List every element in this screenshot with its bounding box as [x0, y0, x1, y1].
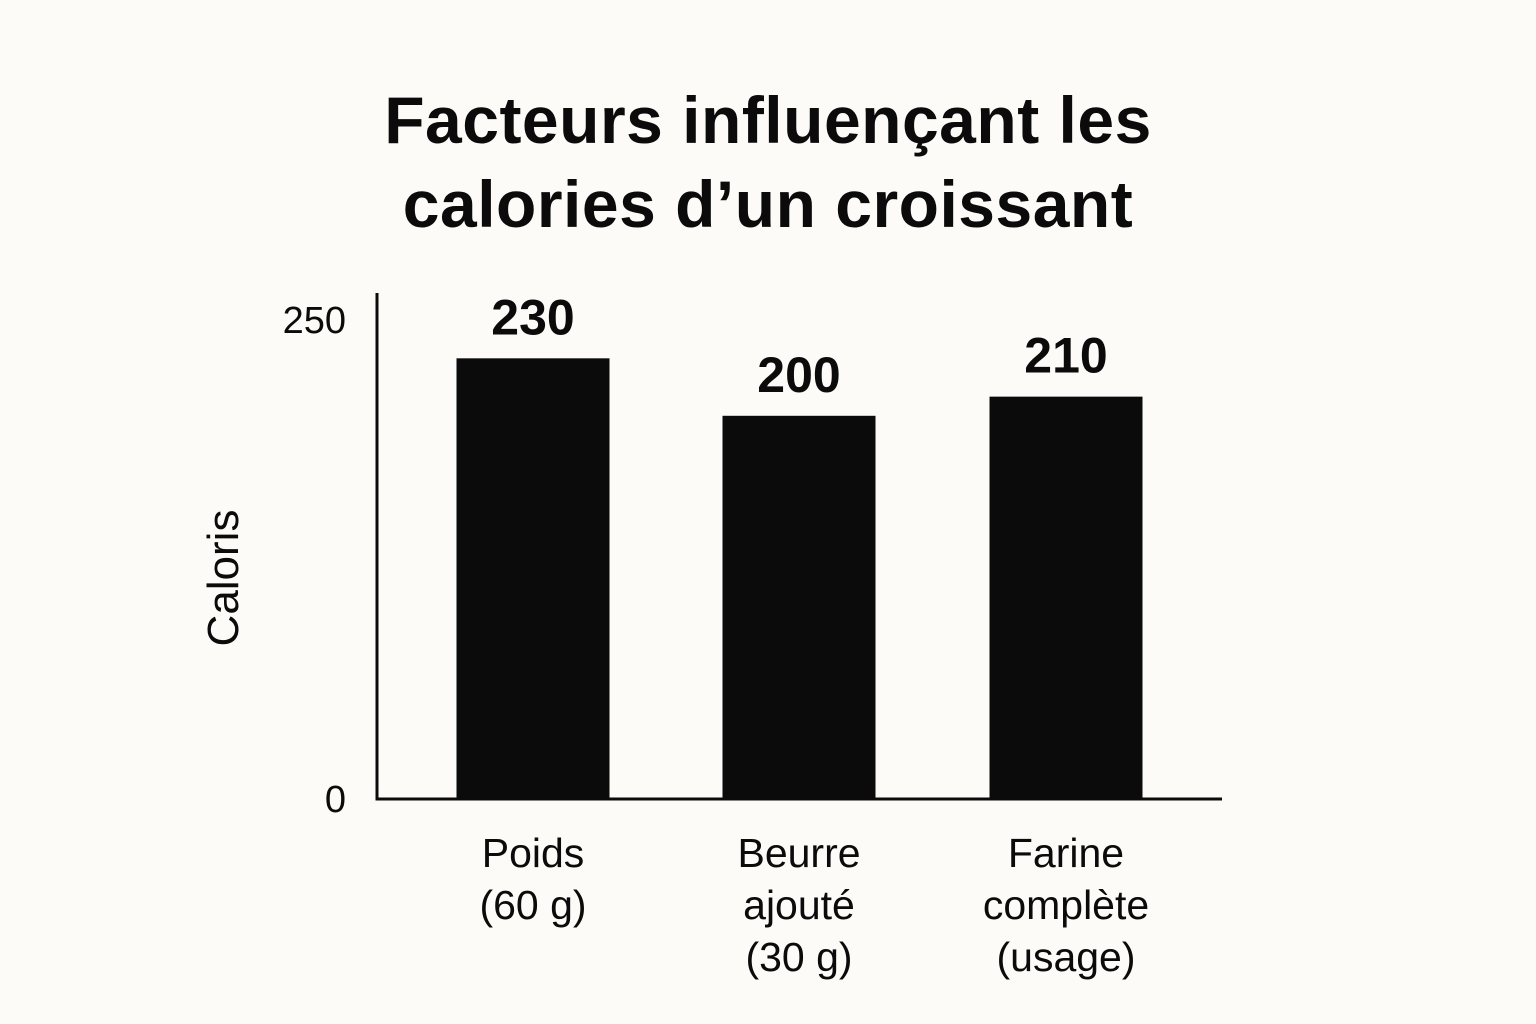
x-tick-label: Farine complète (usage) [983, 830, 1149, 980]
x-tick-label-line: ajouté [743, 882, 855, 928]
x-tick-label: Poids (60 g) [479, 830, 586, 928]
chart-title-line-1: Facteurs influençant les [384, 83, 1152, 157]
data-label: 210 [1024, 328, 1107, 384]
data-label: 200 [757, 347, 840, 403]
x-tick-label-line: Farine [1008, 830, 1124, 876]
x-tick-label-line: (30 g) [745, 934, 852, 980]
y-tick-label: 250 [283, 300, 346, 342]
bar [456, 358, 610, 799]
x-tick-label-line: Beurre [737, 830, 860, 876]
x-tick-label-line: (usage) [996, 934, 1135, 980]
chart-title: Facteurs influençant les calories d’un c… [0, 78, 1536, 246]
y-tick-label: 0 [325, 779, 346, 821]
bar [722, 415, 876, 799]
data-label: 230 [491, 289, 574, 345]
chart-title-line-2: calories d’un croissant [402, 167, 1134, 241]
x-tick-label-line: (60 g) [479, 882, 586, 928]
x-tick-label-line: Poids [482, 830, 585, 876]
bar [989, 396, 1143, 799]
x-tick-label-line: complète [983, 882, 1149, 928]
x-tick-label: Beurre ajouté (30 g) [737, 830, 860, 980]
